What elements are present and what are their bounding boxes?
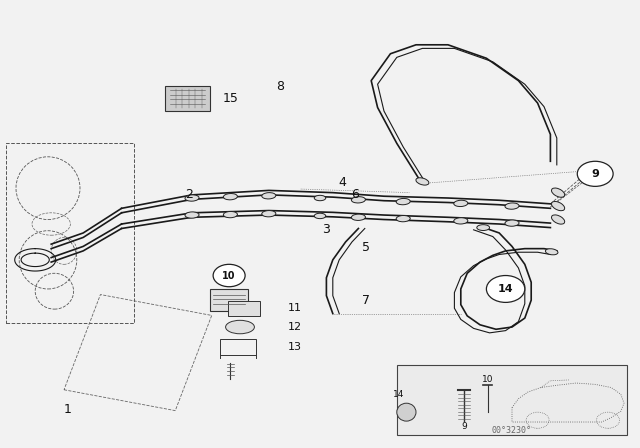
Text: 11: 11 [288,303,302,313]
Text: 14: 14 [393,390,404,399]
Ellipse shape [477,225,490,231]
Text: 10: 10 [222,271,236,280]
Ellipse shape [262,211,276,217]
Circle shape [486,276,525,302]
Text: 10: 10 [482,375,493,384]
Ellipse shape [223,211,237,218]
Text: 00°3230°: 00°3230° [492,426,532,435]
Ellipse shape [552,188,564,197]
Ellipse shape [351,214,365,220]
Text: 14: 14 [498,284,513,294]
Ellipse shape [454,218,468,224]
Bar [228,301,260,316]
Ellipse shape [505,203,519,209]
Ellipse shape [314,195,326,201]
Text: 12: 12 [288,322,302,332]
Ellipse shape [185,195,199,201]
Bar [64,294,212,411]
Text: 9: 9 [591,169,599,179]
Bar [397,365,627,435]
Text: 13: 13 [288,342,302,352]
Ellipse shape [397,403,416,421]
Text: 7: 7 [362,293,370,307]
Bar [210,289,248,311]
Bar [6,143,134,323]
Ellipse shape [505,220,519,226]
Text: 8: 8 [276,79,284,93]
Ellipse shape [396,198,410,205]
Circle shape [213,264,245,287]
Text: 2: 2 [185,188,193,202]
Ellipse shape [416,178,429,185]
Text: 4: 4 [339,176,346,190]
Text: 5: 5 [362,241,370,254]
Text: 6: 6 [351,188,359,202]
Text: 15: 15 [223,92,239,105]
Ellipse shape [314,213,326,219]
Text: 9: 9 [461,422,467,431]
Ellipse shape [351,197,365,203]
Ellipse shape [552,215,564,224]
Ellipse shape [262,193,276,199]
Ellipse shape [226,320,255,334]
Text: 1: 1 [63,403,71,417]
Bar [220,339,256,355]
Ellipse shape [545,249,558,255]
Ellipse shape [396,215,410,222]
Text: 3: 3 [323,223,330,236]
Ellipse shape [185,212,199,218]
Bar [165,86,210,111]
Circle shape [577,161,613,186]
Ellipse shape [552,202,564,211]
Ellipse shape [454,200,468,207]
Ellipse shape [223,194,237,200]
